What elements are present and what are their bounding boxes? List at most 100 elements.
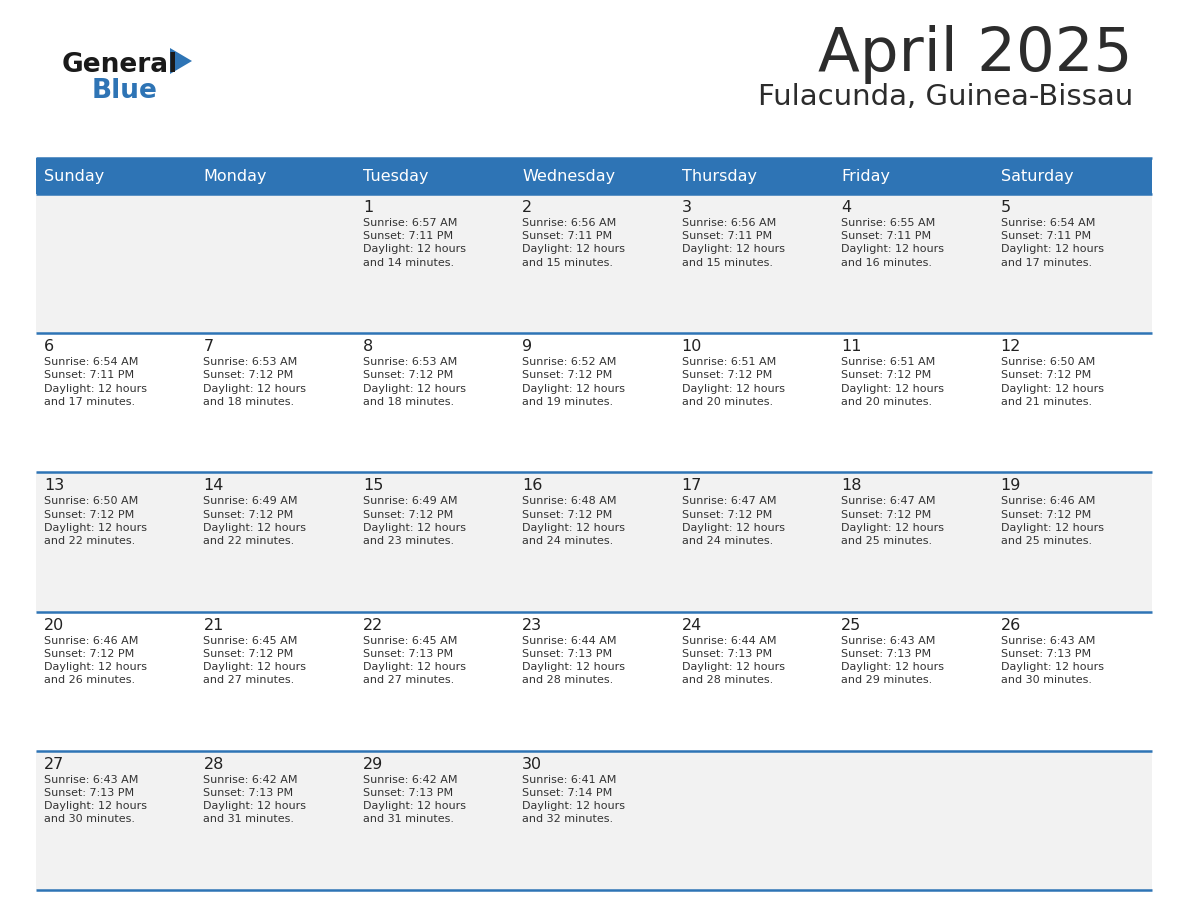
Bar (833, 473, 992, 611)
Text: Blue: Blue (91, 78, 158, 104)
Bar (992, 158, 1152, 194)
Bar (992, 611, 1152, 751)
Text: Sunrise: 6:56 AM
Sunset: 7:11 PM
Daylight: 12 hours
and 15 minutes.: Sunrise: 6:56 AM Sunset: 7:11 PM Dayligh… (523, 218, 625, 268)
Bar (355, 751, 514, 890)
Text: 25: 25 (841, 618, 861, 633)
Bar (674, 158, 833, 194)
Text: Sunrise: 6:48 AM
Sunset: 7:12 PM
Daylight: 12 hours
and 24 minutes.: Sunrise: 6:48 AM Sunset: 7:12 PM Dayligh… (523, 497, 625, 546)
Text: Sunrise: 6:49 AM
Sunset: 7:12 PM
Daylight: 12 hours
and 22 minutes.: Sunrise: 6:49 AM Sunset: 7:12 PM Dayligh… (203, 497, 307, 546)
Bar (992, 473, 1152, 611)
Bar (196, 158, 355, 194)
Bar (36, 611, 196, 751)
Text: 1: 1 (362, 200, 373, 215)
Text: 11: 11 (841, 339, 861, 354)
Polygon shape (170, 48, 192, 74)
Text: Sunday: Sunday (44, 169, 105, 184)
Bar (674, 333, 833, 473)
Text: Saturday: Saturday (1000, 169, 1073, 184)
Text: Sunrise: 6:43 AM
Sunset: 7:13 PM
Daylight: 12 hours
and 29 minutes.: Sunrise: 6:43 AM Sunset: 7:13 PM Dayligh… (841, 635, 944, 685)
Text: Sunrise: 6:49 AM
Sunset: 7:12 PM
Daylight: 12 hours
and 23 minutes.: Sunrise: 6:49 AM Sunset: 7:12 PM Dayligh… (362, 497, 466, 546)
Bar (514, 158, 674, 194)
Text: April 2025: April 2025 (819, 25, 1133, 84)
Bar (355, 333, 514, 473)
Text: Sunrise: 6:53 AM
Sunset: 7:12 PM
Daylight: 12 hours
and 18 minutes.: Sunrise: 6:53 AM Sunset: 7:12 PM Dayligh… (203, 357, 307, 407)
Text: Wednesday: Wednesday (523, 169, 615, 184)
Text: Tuesday: Tuesday (362, 169, 429, 184)
Text: 30: 30 (523, 756, 543, 772)
Bar (992, 751, 1152, 890)
Text: Sunrise: 6:47 AM
Sunset: 7:12 PM
Daylight: 12 hours
and 25 minutes.: Sunrise: 6:47 AM Sunset: 7:12 PM Dayligh… (841, 497, 944, 546)
Bar (36, 473, 196, 611)
Bar (355, 194, 514, 333)
Text: Sunrise: 6:57 AM
Sunset: 7:11 PM
Daylight: 12 hours
and 14 minutes.: Sunrise: 6:57 AM Sunset: 7:11 PM Dayligh… (362, 218, 466, 268)
Text: Sunrise: 6:50 AM
Sunset: 7:12 PM
Daylight: 12 hours
and 22 minutes.: Sunrise: 6:50 AM Sunset: 7:12 PM Dayligh… (44, 497, 147, 546)
Bar (196, 751, 355, 890)
Text: 9: 9 (523, 339, 532, 354)
Text: Sunrise: 6:45 AM
Sunset: 7:13 PM
Daylight: 12 hours
and 27 minutes.: Sunrise: 6:45 AM Sunset: 7:13 PM Dayligh… (362, 635, 466, 685)
Text: 26: 26 (1000, 618, 1020, 633)
Text: Friday: Friday (841, 169, 890, 184)
Text: Monday: Monday (203, 169, 267, 184)
Text: 4: 4 (841, 200, 852, 215)
Text: 27: 27 (44, 756, 64, 772)
Bar (674, 751, 833, 890)
Text: Sunrise: 6:53 AM
Sunset: 7:12 PM
Daylight: 12 hours
and 18 minutes.: Sunrise: 6:53 AM Sunset: 7:12 PM Dayligh… (362, 357, 466, 407)
Text: 14: 14 (203, 478, 223, 493)
Text: Thursday: Thursday (682, 169, 757, 184)
Text: Sunrise: 6:46 AM
Sunset: 7:12 PM
Daylight: 12 hours
and 26 minutes.: Sunrise: 6:46 AM Sunset: 7:12 PM Dayligh… (44, 635, 147, 685)
Text: 18: 18 (841, 478, 861, 493)
Text: 17: 17 (682, 478, 702, 493)
Text: 2: 2 (523, 200, 532, 215)
Bar (992, 194, 1152, 333)
Text: Sunrise: 6:43 AM
Sunset: 7:13 PM
Daylight: 12 hours
and 30 minutes.: Sunrise: 6:43 AM Sunset: 7:13 PM Dayligh… (1000, 635, 1104, 685)
Text: 12: 12 (1000, 339, 1020, 354)
Text: Sunrise: 6:45 AM
Sunset: 7:12 PM
Daylight: 12 hours
and 27 minutes.: Sunrise: 6:45 AM Sunset: 7:12 PM Dayligh… (203, 635, 307, 685)
Bar (514, 333, 674, 473)
Text: Sunrise: 6:51 AM
Sunset: 7:12 PM
Daylight: 12 hours
and 20 minutes.: Sunrise: 6:51 AM Sunset: 7:12 PM Dayligh… (682, 357, 785, 407)
Bar (36, 194, 196, 333)
Text: 15: 15 (362, 478, 384, 493)
Text: 8: 8 (362, 339, 373, 354)
Text: 10: 10 (682, 339, 702, 354)
Text: 23: 23 (523, 618, 543, 633)
Text: General: General (62, 52, 178, 78)
Text: 21: 21 (203, 618, 223, 633)
Text: 7: 7 (203, 339, 214, 354)
Text: 13: 13 (44, 478, 64, 493)
Bar (674, 194, 833, 333)
Bar (196, 333, 355, 473)
Text: Sunrise: 6:42 AM
Sunset: 7:13 PM
Daylight: 12 hours
and 31 minutes.: Sunrise: 6:42 AM Sunset: 7:13 PM Dayligh… (203, 775, 307, 824)
Bar (833, 158, 992, 194)
Text: Sunrise: 6:41 AM
Sunset: 7:14 PM
Daylight: 12 hours
and 32 minutes.: Sunrise: 6:41 AM Sunset: 7:14 PM Dayligh… (523, 775, 625, 824)
Bar (355, 611, 514, 751)
Bar (196, 611, 355, 751)
Text: 28: 28 (203, 756, 223, 772)
Bar (355, 473, 514, 611)
Bar (992, 333, 1152, 473)
Text: Sunrise: 6:44 AM
Sunset: 7:13 PM
Daylight: 12 hours
and 28 minutes.: Sunrise: 6:44 AM Sunset: 7:13 PM Dayligh… (682, 635, 785, 685)
Text: 6: 6 (44, 339, 55, 354)
Text: Sunrise: 6:55 AM
Sunset: 7:11 PM
Daylight: 12 hours
and 16 minutes.: Sunrise: 6:55 AM Sunset: 7:11 PM Dayligh… (841, 218, 944, 268)
Bar (355, 158, 514, 194)
Bar (514, 751, 674, 890)
Text: Sunrise: 6:54 AM
Sunset: 7:11 PM
Daylight: 12 hours
and 17 minutes.: Sunrise: 6:54 AM Sunset: 7:11 PM Dayligh… (44, 357, 147, 407)
Bar (833, 611, 992, 751)
Text: 22: 22 (362, 618, 383, 633)
Bar (196, 473, 355, 611)
Text: 3: 3 (682, 200, 691, 215)
Bar (196, 194, 355, 333)
Text: Sunrise: 6:50 AM
Sunset: 7:12 PM
Daylight: 12 hours
and 21 minutes.: Sunrise: 6:50 AM Sunset: 7:12 PM Dayligh… (1000, 357, 1104, 407)
Text: Sunrise: 6:51 AM
Sunset: 7:12 PM
Daylight: 12 hours
and 20 minutes.: Sunrise: 6:51 AM Sunset: 7:12 PM Dayligh… (841, 357, 944, 407)
Bar (833, 333, 992, 473)
Bar (36, 158, 196, 194)
Text: Sunrise: 6:46 AM
Sunset: 7:12 PM
Daylight: 12 hours
and 25 minutes.: Sunrise: 6:46 AM Sunset: 7:12 PM Dayligh… (1000, 497, 1104, 546)
Text: Sunrise: 6:52 AM
Sunset: 7:12 PM
Daylight: 12 hours
and 19 minutes.: Sunrise: 6:52 AM Sunset: 7:12 PM Dayligh… (523, 357, 625, 407)
Text: Sunrise: 6:56 AM
Sunset: 7:11 PM
Daylight: 12 hours
and 15 minutes.: Sunrise: 6:56 AM Sunset: 7:11 PM Dayligh… (682, 218, 785, 268)
Text: Sunrise: 6:54 AM
Sunset: 7:11 PM
Daylight: 12 hours
and 17 minutes.: Sunrise: 6:54 AM Sunset: 7:11 PM Dayligh… (1000, 218, 1104, 268)
Bar (674, 611, 833, 751)
Text: Sunrise: 6:43 AM
Sunset: 7:13 PM
Daylight: 12 hours
and 30 minutes.: Sunrise: 6:43 AM Sunset: 7:13 PM Dayligh… (44, 775, 147, 824)
Text: 5: 5 (1000, 200, 1011, 215)
Text: Sunrise: 6:42 AM
Sunset: 7:13 PM
Daylight: 12 hours
and 31 minutes.: Sunrise: 6:42 AM Sunset: 7:13 PM Dayligh… (362, 775, 466, 824)
Bar (514, 611, 674, 751)
Bar (36, 333, 196, 473)
